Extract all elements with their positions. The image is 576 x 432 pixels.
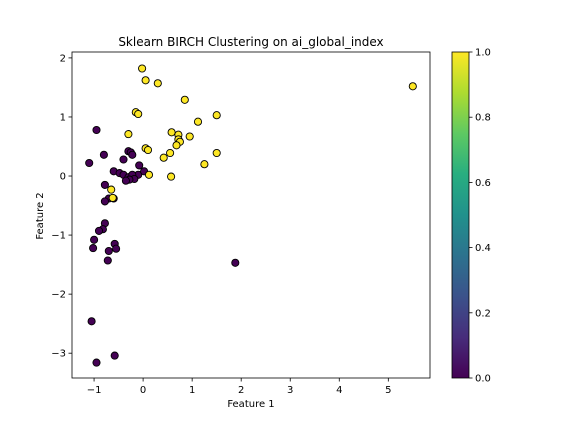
colorbar-gradient [451, 51, 470, 379]
x-tick-label-4: 4 [336, 385, 342, 396]
x-tick-label-2: 2 [238, 385, 244, 396]
data-point-cluster-0-29 [104, 246, 113, 256]
data-point-cluster-0-2 [99, 150, 108, 159]
x-axis-label: Feature 1 [227, 399, 274, 410]
data-point-cluster-0-3 [119, 155, 128, 164]
y-tick-label--1: −1 [51, 231, 66, 242]
y-tick-label-0: 0 [60, 172, 66, 183]
data-point-cluster-0-7 [128, 150, 137, 159]
colorbar-tick-label-1: 0.2 [475, 308, 491, 319]
data-point-cluster-0-32 [92, 358, 101, 367]
plot-area: −1 0 1 2 3 4 5 −3 −2 −1 0 1 2 [51, 51, 431, 396]
x-tick-label-3: 3 [287, 385, 293, 396]
data-point-cluster-1-4 [408, 82, 417, 91]
colorbar-tick-label-4: 0.8 [475, 113, 491, 124]
data-point-cluster-0-0 [92, 125, 101, 135]
data-point-cluster-0-21 [100, 197, 109, 206]
data-point-cluster-0-34 [231, 258, 240, 267]
data-point-cluster-1-1 [141, 76, 150, 85]
data-point-cluster-0-24 [94, 226, 104, 235]
x-tick-label-0: 0 [140, 385, 146, 396]
data-point-cluster-1-22 [144, 170, 154, 179]
x-tick-label-1: 1 [189, 385, 195, 396]
data-point-cluster-1-17 [143, 145, 153, 155]
data-point-cluster-0-18 [100, 180, 109, 189]
colorbar: 0.0 0.2 0.4 0.6 0.8 1.0 [451, 48, 491, 385]
data-point-cluster-1-19 [159, 153, 168, 162]
data-point-cluster-0-26 [89, 244, 98, 253]
data-point-cluster-0-33 [110, 351, 119, 360]
data-point-cluster-1-24 [107, 185, 116, 194]
data-point-cluster-1-18 [166, 148, 175, 158]
data-point-cluster-1-15 [172, 141, 181, 150]
data-point-cluster-1-23 [167, 172, 176, 181]
chart-title: Sklearn BIRCH Clustering on ai_global_in… [118, 35, 383, 49]
data-point-cluster-1-7 [212, 111, 221, 120]
data-point-cluster-1-2 [153, 79, 162, 88]
data-point-cluster-1-20 [212, 148, 221, 158]
data-point-cluster-1-8 [193, 117, 203, 126]
colorbar-tick-label-5: 1.0 [475, 48, 491, 59]
data-point-cluster-0-28 [112, 244, 121, 253]
data-point-cluster-0-8 [135, 161, 144, 170]
y-tick-label--3: −3 [51, 349, 66, 360]
colorbar-tick-label-2: 0.4 [475, 243, 491, 254]
data-point-cluster-0-30 [103, 256, 112, 265]
data-point-cluster-0-25 [90, 235, 99, 244]
colorbar-tick-label-3: 0.6 [475, 178, 491, 189]
y-axis-label: Feature 2 [35, 192, 46, 239]
x-tick-label--1: −1 [87, 385, 102, 396]
y-tick-label--2: −2 [51, 290, 66, 301]
data-point-cluster-1-3 [180, 95, 189, 104]
y-tick-label-1: 1 [60, 112, 66, 123]
data-point-cluster-1-0 [138, 64, 147, 73]
data-point-cluster-1-25 [108, 193, 117, 202]
data-point-cluster-0-17 [121, 176, 130, 185]
data-point-cluster-0-1 [85, 158, 94, 168]
data-point-cluster-1-10 [167, 128, 176, 137]
plot-frame [71, 51, 431, 379]
data-point-cluster-1-6 [134, 109, 143, 119]
data-point-cluster-1-9 [124, 130, 133, 139]
data-point-cluster-0-31 [87, 317, 96, 326]
data-point-cluster-1-21 [200, 160, 209, 169]
colorbar-tick-label-0: 0.0 [475, 374, 491, 385]
x-tick-label-5: 5 [385, 385, 391, 396]
data-point-cluster-1-12 [185, 132, 194, 141]
y-tick-label-2: 2 [60, 53, 66, 64]
